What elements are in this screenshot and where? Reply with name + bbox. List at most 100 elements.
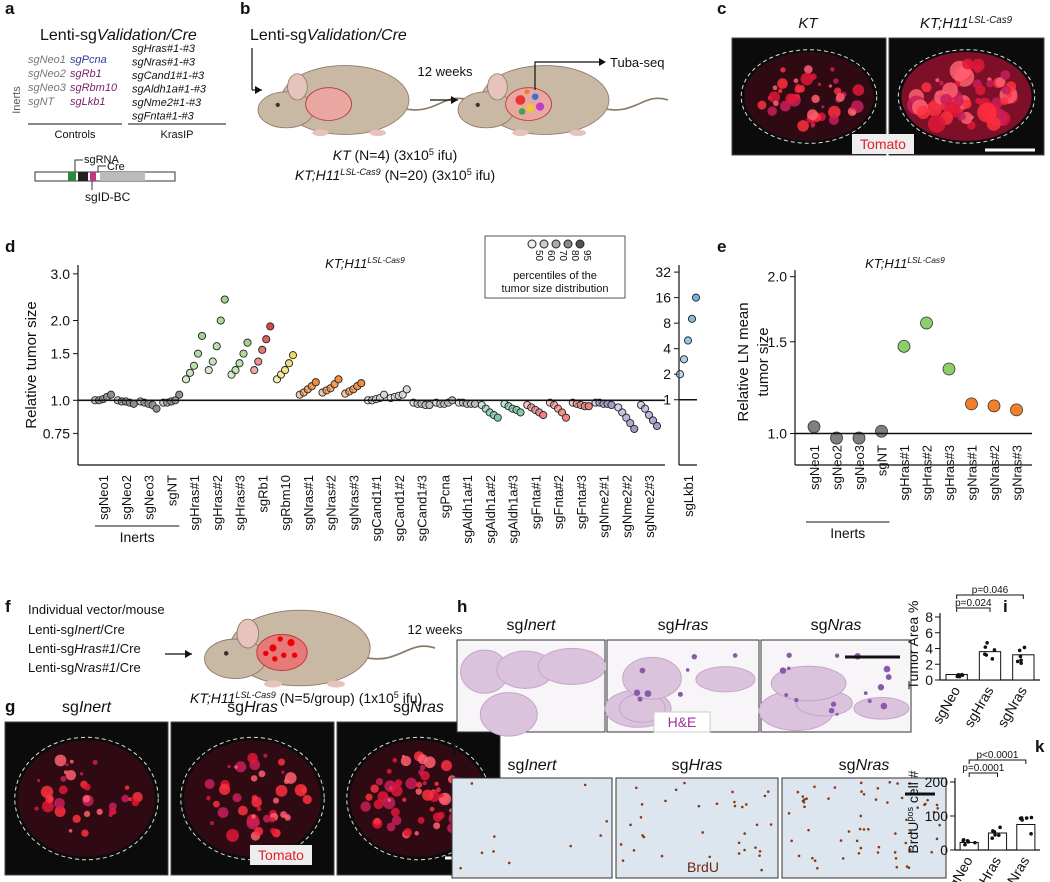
text-part: sgRNA xyxy=(84,154,120,166)
legend-label: 95 xyxy=(581,250,592,262)
brdu-nucleus xyxy=(660,854,664,858)
text-part: g xyxy=(5,697,15,716)
mean-dot xyxy=(875,424,888,438)
panel-label: a xyxy=(5,0,15,18)
replicate-dot xyxy=(1019,661,1023,665)
mouse-head xyxy=(457,91,515,129)
tissue-lobe xyxy=(695,666,756,693)
text-part: sgAldh1a#2 xyxy=(483,475,498,544)
label: KT;H11LSL-Cas9 (N=5/group) (1x105 ifu) xyxy=(190,690,422,706)
x-tick-label: sgHras#1 xyxy=(187,475,202,531)
text-part: 6 xyxy=(925,625,933,641)
text-part: Inert xyxy=(523,617,556,634)
mean-dot xyxy=(807,420,821,434)
text-part: Tumor Area % xyxy=(905,601,921,690)
tumor-signal xyxy=(828,84,833,88)
lesion xyxy=(639,667,646,674)
text-part: 0 xyxy=(940,842,948,858)
replicate-dot xyxy=(973,840,977,845)
text-part: sg xyxy=(507,617,524,634)
tumor-signal xyxy=(386,768,392,774)
text-part: 5 xyxy=(467,167,472,177)
brdu-nucleus xyxy=(599,834,603,837)
text-part: sg xyxy=(62,699,79,716)
label: sgInert xyxy=(62,699,111,716)
brdu-nucleus xyxy=(877,845,881,849)
tumor-signal xyxy=(400,755,412,767)
tumor-signal xyxy=(767,106,777,116)
tumor-signal xyxy=(977,102,997,123)
tumor-signal xyxy=(204,779,215,789)
mean-dot xyxy=(897,339,911,353)
replicate-dot xyxy=(985,640,989,645)
label: Tomato xyxy=(258,847,304,863)
text-part: 8 xyxy=(925,609,933,625)
tumor-signal xyxy=(81,829,89,837)
tissue-lobe xyxy=(853,697,910,720)
text-part: Controls xyxy=(55,129,96,141)
y-tick-label: 2 xyxy=(925,656,933,672)
text-part: 0 xyxy=(925,672,933,688)
tumor-signal xyxy=(234,765,238,769)
bar xyxy=(1016,824,1036,851)
label: sgRb1 xyxy=(70,68,102,80)
percentile-dot xyxy=(189,361,199,370)
text-part: 1 xyxy=(663,392,671,408)
legend-label: 60 xyxy=(545,250,556,262)
label: sgHras xyxy=(672,757,723,774)
x-tick-label: sgNT xyxy=(875,445,890,476)
tumor-signal xyxy=(232,793,242,803)
x-tick-label: sgHras#2 xyxy=(920,445,935,501)
percentile-dot xyxy=(626,419,635,428)
lesion xyxy=(828,707,835,714)
text-part: sgNme2#2 xyxy=(619,475,634,538)
tumor-signal xyxy=(65,763,69,767)
panel-label: g xyxy=(5,697,15,716)
tumor-signal xyxy=(416,781,423,788)
label: Tumor Area % xyxy=(905,601,921,690)
percentile-dot xyxy=(280,366,290,375)
percentile-dot xyxy=(220,295,229,304)
legend-swatch xyxy=(563,239,573,249)
tumor-signal xyxy=(227,764,231,769)
tumor-signal xyxy=(833,78,839,84)
percentile-dot xyxy=(679,355,689,364)
y-tick-label: 1.5 xyxy=(768,334,788,350)
percentile-dot xyxy=(212,342,221,351)
text-part: p=0.046 xyxy=(972,585,1009,596)
tumor-signal xyxy=(54,754,67,767)
percentile-dot xyxy=(640,404,650,413)
panel-label: e xyxy=(717,237,726,256)
brdu-nucleus xyxy=(862,793,866,796)
mouse-eye xyxy=(475,102,480,107)
stain-box xyxy=(250,845,312,865)
brdu-nucleus xyxy=(896,782,899,785)
label: sgPcna xyxy=(70,54,107,66)
mean-dot xyxy=(830,431,843,445)
label: sgRNA xyxy=(84,154,120,166)
tumor-signal xyxy=(251,794,258,801)
label: tumor size xyxy=(755,327,772,396)
text-part: p<0.0001 xyxy=(977,750,1019,761)
text-part: sgNeo1 xyxy=(807,445,822,490)
text-part: sgNras xyxy=(994,684,1030,730)
text-part: f xyxy=(5,597,11,616)
text-part: sgCand1#3 xyxy=(415,475,430,542)
brdu-nucleus xyxy=(737,852,741,855)
tumor-signal xyxy=(206,795,211,801)
lesion xyxy=(633,689,641,696)
percentile-dot xyxy=(152,404,161,413)
text-part: 1.5 xyxy=(51,346,71,362)
brdu-nucleus xyxy=(923,803,926,807)
text-part: Inerts xyxy=(120,529,155,545)
x-tick-label: sgLkb1 xyxy=(681,475,696,517)
mouse-tail xyxy=(402,97,469,111)
lung-outline xyxy=(740,49,878,144)
tumor-signal xyxy=(852,84,865,96)
tumor-signal xyxy=(375,777,384,786)
text-part: sg xyxy=(227,699,244,716)
x-tick-label: sgNeo1 xyxy=(807,445,822,490)
percentile-dot xyxy=(193,349,203,358)
text-part: BrdU xyxy=(905,822,921,854)
mouse-foot xyxy=(312,129,329,137)
